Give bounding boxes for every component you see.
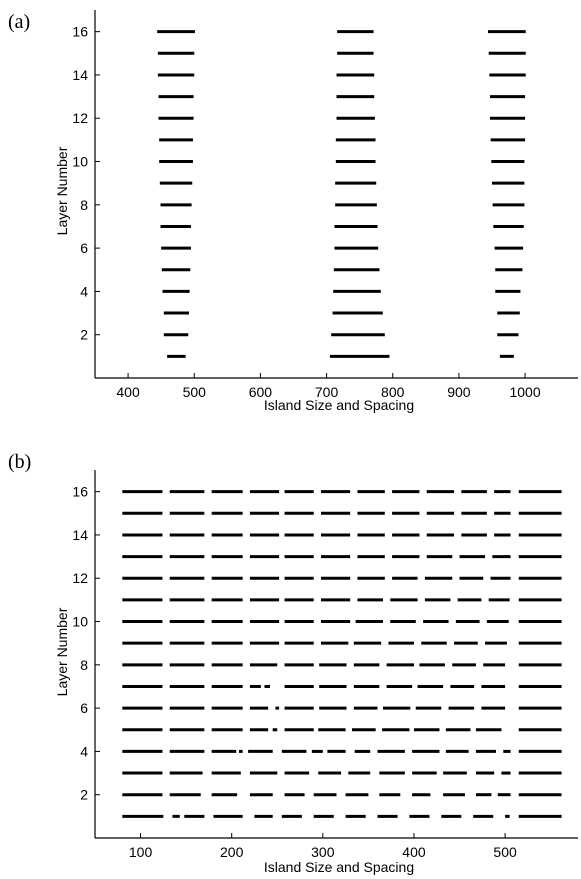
panel-b-y-axis-label: Layer Number — [54, 607, 70, 696]
panel-b-y-tick-label: 8 — [80, 657, 88, 673]
panel-a-x-axis-label: Island Size and Spacing — [264, 397, 414, 413]
panel-b-y-tick-label: 4 — [80, 743, 88, 759]
panel-a-y-tick-label: 16 — [72, 24, 88, 40]
panel-a-y-axis-label: Layer Number — [54, 146, 70, 235]
panel-a-x-tick-label: 400 — [116, 384, 140, 400]
panel-b-x-tick-label: 100 — [129, 844, 153, 860]
panel-b-label: (b) — [8, 451, 31, 473]
panel-a-axes — [94, 10, 578, 379]
panel-b-x-tick-label: 300 — [311, 844, 335, 860]
panel-b-y-tick-label: 14 — [72, 527, 88, 543]
panel-a-x-tick-label: 1000 — [509, 384, 540, 400]
panel-b-y-tick-label: 16 — [72, 484, 88, 500]
panel-a-x-tick-label: 600 — [249, 384, 273, 400]
panel-b-x-tick-label: 500 — [493, 844, 517, 860]
panel-a-y-tick-label: 10 — [72, 154, 88, 170]
panel-a-y-tick-label: 14 — [72, 67, 88, 83]
panel-a-label: (a) — [8, 11, 30, 33]
panel-a-x-tick-label: 900 — [447, 384, 471, 400]
panel-a-islands — [157, 30, 526, 358]
panel-b-y-tick-label: 6 — [80, 700, 88, 716]
panel-a-x-tick-label: 500 — [183, 384, 207, 400]
panel-a-x-tick-label: 800 — [381, 384, 405, 400]
panel-a-ticks: 400 500 600 700 800 900 1000 2 4 6 8 10 12 14 16 — [72, 24, 540, 400]
panel-b-y-tick-label: 12 — [72, 570, 88, 586]
panel-b-ticks: 100 200 300 400 500 2 4 6 8 10 12 14 16 — [72, 484, 517, 860]
panel-a-y-tick-label: 8 — [80, 197, 88, 213]
panel-b-x-tick-label: 200 — [220, 844, 244, 860]
panel-b-islands — [122, 490, 562, 818]
panel-a: (a) 400 500 600 700 800 900 1000 2 4 6 8 10 12 14 16 I… — [8, 10, 578, 413]
panel-a-x-tick-label: 700 — [315, 384, 339, 400]
panel-b-axes — [94, 470, 578, 839]
panel-a-y-tick-label: 4 — [80, 283, 88, 299]
panel-a-y-tick-label: 6 — [80, 240, 88, 256]
panel-a-y-tick-label: 2 — [80, 327, 88, 343]
panel-b-x-tick-label: 400 — [402, 844, 426, 860]
panel-b-x-axis-label: Island Size and Spacing — [264, 859, 414, 875]
panel-b: (b) 100 200 300 400 500 2 4 6 8 10 12 14 16 Island S… — [8, 451, 578, 875]
panel-b-y-tick-label: 2 — [80, 787, 88, 803]
panel-b-y-tick-label: 10 — [72, 614, 88, 630]
panel-a-y-tick-label: 12 — [72, 110, 88, 126]
